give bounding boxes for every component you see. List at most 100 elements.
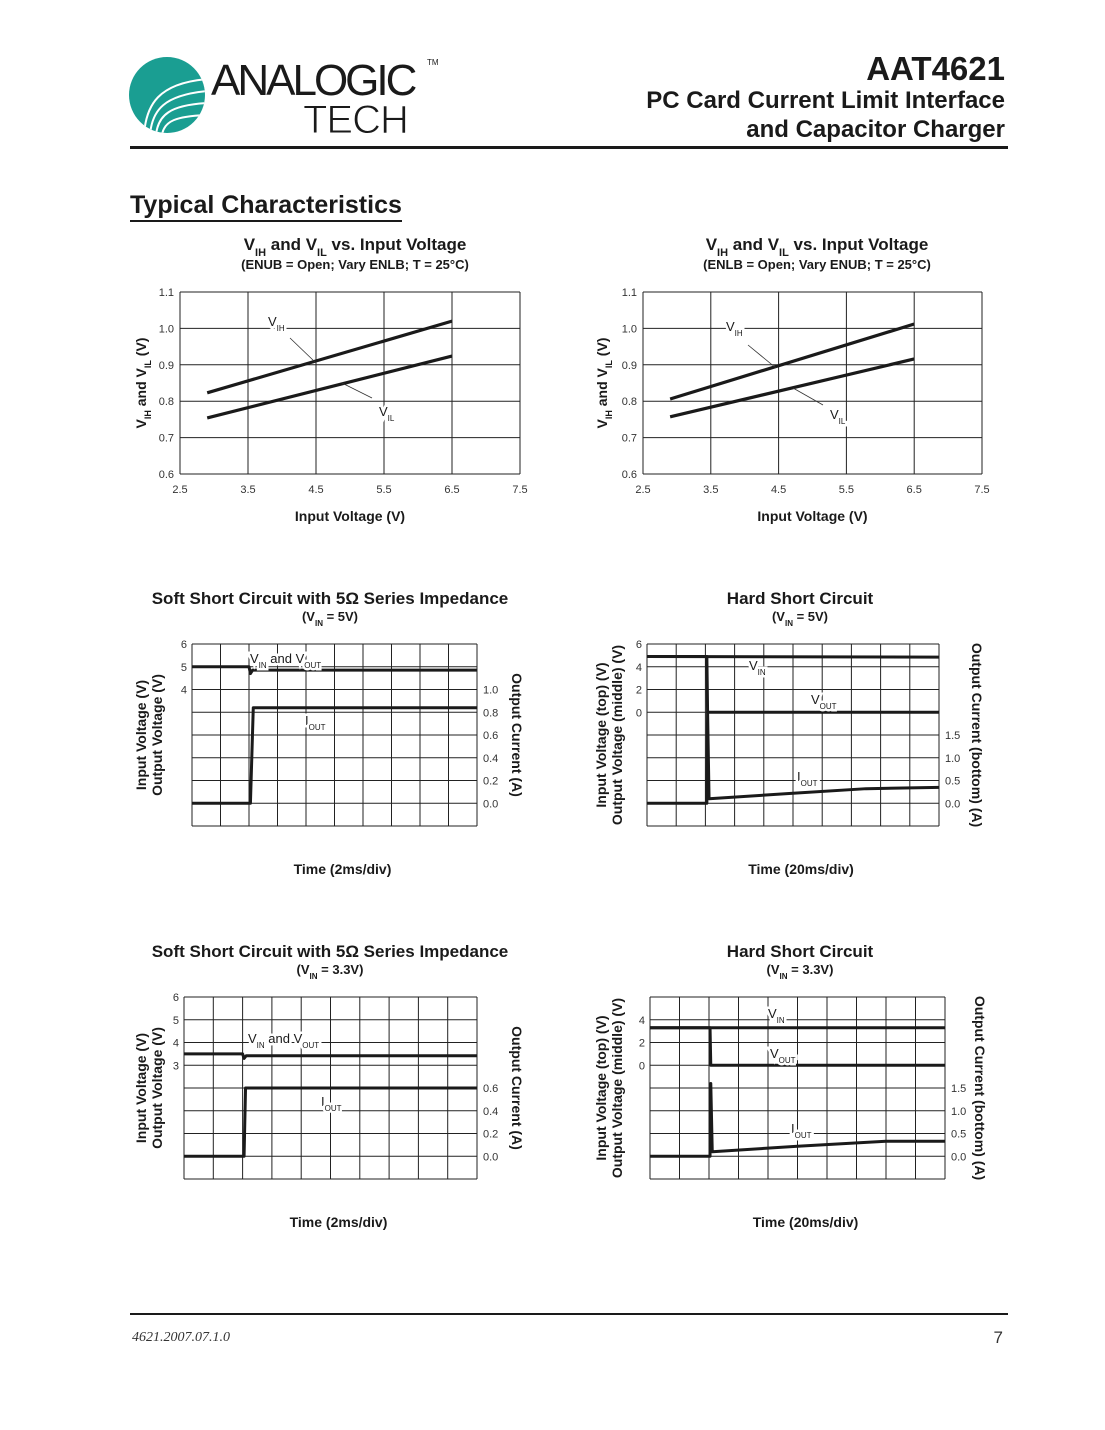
text-run: (V — [297, 962, 310, 977]
x-tick-label: 4.5 — [771, 484, 786, 496]
text-run: V — [726, 319, 735, 334]
subscript: IN — [785, 619, 793, 628]
text-run: and V — [265, 1031, 303, 1046]
annotation-leader — [747, 344, 777, 369]
text-run: Input Voltage (V) — [295, 508, 405, 524]
text-run: Output Current (A) — [509, 1026, 525, 1150]
right-tick-label: 0.0 — [951, 1151, 966, 1163]
subscript: IN — [257, 1041, 265, 1050]
document-title-line1: PC Card Current Limit Interface — [646, 87, 1005, 114]
series-label: VIH — [268, 314, 285, 333]
text-run: (V) — [133, 338, 149, 361]
text-run: 1.0 — [945, 753, 960, 765]
right-tick-label: 0.0 — [945, 798, 960, 810]
subscript: OUT — [795, 1131, 812, 1140]
series-label: VIL — [830, 407, 846, 426]
right-tick-label: 1.0 — [951, 1106, 966, 1118]
trace-line — [192, 706, 477, 805]
text-run: 0.5 — [951, 1129, 966, 1141]
text-run: = 3.3V) — [318, 962, 364, 977]
text-run: 4.5 — [771, 484, 786, 496]
right-tick-label: 0.5 — [945, 776, 960, 788]
text-run: vs. Input Voltage — [327, 235, 466, 254]
text-run: 0.9 — [622, 360, 637, 372]
x-tick-label: 6.5 — [907, 484, 922, 496]
subscript: IN — [758, 668, 766, 677]
text-run: Time (2ms/div) — [290, 1214, 388, 1230]
text-run: and V — [728, 235, 780, 254]
text-run: 6 — [181, 639, 187, 651]
text-run: = 5V) — [793, 609, 828, 624]
y-tick-label: 1.0 — [159, 323, 174, 335]
trace-label: VIN and VOUT — [248, 1031, 319, 1050]
trace-line — [184, 1052, 477, 1060]
chart-3 — [191, 643, 478, 827]
y-tick-label: 1.1 — [622, 287, 637, 299]
x-tick-label: 3.5 — [703, 484, 718, 496]
left-tick-label: 6 — [173, 992, 179, 1004]
text-run: 6.5 — [907, 484, 922, 496]
text-run: 0.8 — [159, 396, 174, 408]
text-run: Hard Short Circuit — [727, 942, 874, 961]
left-tick-label: 4 — [636, 662, 642, 674]
x-tick-label: 3.5 — [240, 484, 255, 496]
document-title-line2: and Capacitor Charger — [746, 116, 1005, 143]
text-run: and V — [266, 235, 318, 254]
left-tick-label: 5 — [173, 1015, 179, 1027]
text-run: Input Voltage (V) — [133, 680, 149, 790]
right-axis-label: Output Current (bottom) (A) — [969, 643, 985, 827]
text-run: 0.2 — [483, 1129, 498, 1141]
x-tick-label: 5.5 — [376, 484, 391, 496]
x-axis-label: Input Voltage (V) — [757, 508, 867, 524]
text-run: Time (2ms/div) — [294, 861, 392, 877]
subscript: IL — [839, 417, 846, 426]
chart-title: VIH and VIL vs. Input Voltage — [244, 235, 467, 259]
text-run: 0.4 — [483, 753, 498, 765]
right-tick-label: 0.2 — [483, 776, 498, 788]
trace-line — [184, 1086, 477, 1158]
series-line — [669, 322, 915, 401]
subscript: IN — [310, 972, 318, 981]
x-axis-label: Input Voltage (V) — [295, 508, 405, 524]
subscript: IH — [735, 329, 743, 338]
footer-divider — [130, 1313, 1008, 1315]
text-run: 1.1 — [159, 287, 174, 299]
trace-line — [647, 710, 940, 805]
trace-label: IOUT — [797, 769, 818, 788]
left-tick-label: 6 — [636, 639, 642, 651]
annotation-leader — [792, 387, 824, 406]
document-revision: 4621.2007.07.1.0 — [132, 1330, 230, 1345]
text-run: V — [770, 1046, 779, 1061]
text-run: 0.6 — [159, 469, 174, 481]
text-run: 0.0 — [483, 1151, 498, 1163]
trace-label: IOUT — [305, 713, 326, 732]
text-run: 4 — [173, 1038, 179, 1050]
x-tick-label: 5.5 — [839, 484, 854, 496]
chart-subtitle: (VIN = 3.3V) — [767, 962, 834, 981]
trace-line — [650, 1026, 945, 1067]
text-run: Soft Short Circuit with 5Ω Series Impeda… — [152, 589, 509, 608]
subscript: IH — [143, 410, 153, 419]
text-run: 0.7 — [159, 433, 174, 445]
left-tick-label: 2 — [639, 1038, 645, 1050]
text-run: Input Voltage (top) (V) — [593, 1015, 609, 1160]
left-axis-label: Input Voltage (V) — [133, 1033, 149, 1143]
text-run: 4.5 — [308, 484, 323, 496]
y-tick-label: 0.8 — [159, 396, 174, 408]
text-run: 0.9 — [159, 360, 174, 372]
subscript: IN — [777, 1016, 785, 1025]
text-run: 0.6 — [483, 1083, 498, 1095]
left-tick-label: 4 — [639, 1015, 645, 1027]
text-run: 5.5 — [376, 484, 391, 496]
text-run: 4 — [639, 1015, 645, 1027]
chart-title: Soft Short Circuit with 5Ω Series Impeda… — [152, 942, 509, 961]
right-tick-label: 0.0 — [483, 1151, 498, 1163]
text-run: V — [768, 1006, 777, 1021]
text-run: I — [305, 713, 309, 728]
chart-title: VIH and VIL vs. Input Voltage — [706, 235, 929, 259]
x-axis-label: Time (20ms/div) — [748, 861, 854, 877]
text-run: 0.5 — [945, 776, 960, 788]
text-run: Output Current (bottom) (A) — [972, 996, 988, 1180]
y-tick-label: 1.1 — [159, 287, 174, 299]
subscript: IN — [315, 619, 323, 628]
